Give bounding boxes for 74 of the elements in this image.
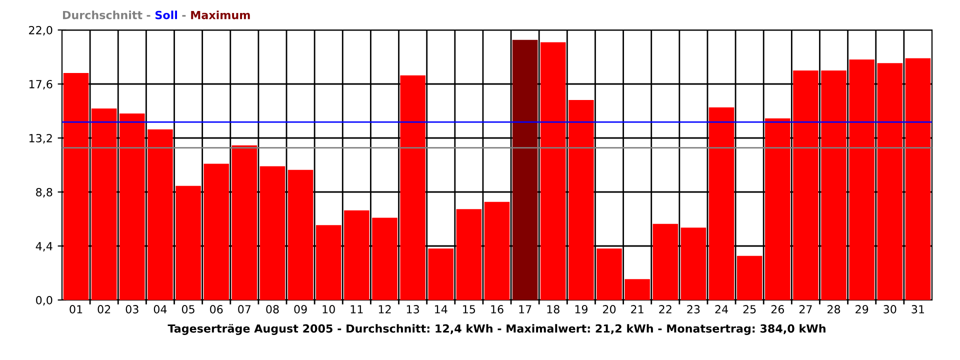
x-tick-label: 07 bbox=[238, 305, 251, 314]
text: Maximum bbox=[191, 10, 250, 20]
x-tick-label: 24 bbox=[715, 305, 728, 314]
bar bbox=[63, 72, 89, 300]
bar bbox=[680, 228, 706, 300]
y-tick-label: 22,0 bbox=[29, 26, 52, 36]
bar bbox=[765, 118, 790, 300]
x-tick-label: 18 bbox=[547, 305, 560, 314]
x-tick-label: 17 bbox=[519, 305, 532, 314]
bar bbox=[204, 164, 229, 300]
bar bbox=[736, 256, 762, 300]
x-tick-label: 06 bbox=[210, 305, 223, 314]
bar bbox=[148, 129, 173, 300]
x-tick-label: 04 bbox=[154, 305, 167, 314]
x-tick-label: 02 bbox=[98, 305, 110, 314]
x-tick-label: 21 bbox=[631, 305, 644, 314]
bar bbox=[568, 100, 594, 300]
bar bbox=[428, 248, 454, 300]
x-tick-label: 11 bbox=[350, 305, 363, 314]
x-tick-label: 20 bbox=[603, 305, 616, 314]
x-tick-label: 14 bbox=[435, 305, 448, 314]
text: - bbox=[182, 15, 186, 17]
bar bbox=[512, 40, 538, 300]
x-tick-label: 08 bbox=[266, 305, 279, 314]
y-tick-label: 4,4 bbox=[36, 242, 52, 252]
x-tick-label: 05 bbox=[182, 305, 194, 314]
bar bbox=[120, 113, 145, 300]
bar bbox=[400, 75, 426, 300]
x-tick-label: 25 bbox=[743, 305, 756, 314]
bar bbox=[484, 202, 510, 300]
x-tick-label: 23 bbox=[687, 305, 700, 314]
x-tick-label: 03 bbox=[126, 305, 138, 314]
x-tick-label: 22 bbox=[659, 305, 672, 314]
bar bbox=[652, 224, 678, 300]
x-tick-label: 12 bbox=[378, 305, 391, 314]
x-axis-title: Tageserträge August 2005 - Durchschnitt: 12,4 kWh - Maximalwert: 21,2 kWh - Monatsertrag: 384,0 kWh bbox=[168, 324, 826, 335]
text: - bbox=[146, 15, 150, 17]
bar bbox=[708, 107, 734, 300]
x-tick-label: 27 bbox=[799, 305, 812, 314]
x-tick-label: 15 bbox=[463, 305, 476, 314]
bar bbox=[316, 225, 342, 300]
bar bbox=[372, 218, 398, 300]
bar bbox=[260, 166, 286, 300]
x-tick-label: 10 bbox=[322, 305, 335, 314]
bar bbox=[624, 279, 650, 300]
bar bbox=[232, 145, 258, 300]
x-tick-label: 16 bbox=[491, 305, 504, 314]
bar bbox=[877, 63, 903, 300]
x-tick-label: 30 bbox=[884, 305, 896, 314]
bar bbox=[596, 248, 622, 300]
bar bbox=[540, 42, 566, 300]
bar bbox=[344, 210, 370, 300]
bar bbox=[793, 70, 818, 300]
ref-line-label: Soll bbox=[155, 10, 177, 20]
y-tick-label: 17,6 bbox=[29, 80, 52, 90]
bar bbox=[821, 70, 846, 300]
y-tick-label: 8,8 bbox=[36, 188, 52, 198]
x-tick-label: 09 bbox=[294, 305, 307, 314]
ref-line-label: Durchschnitt bbox=[63, 10, 142, 20]
x-tick-label: 19 bbox=[575, 305, 588, 314]
y-tick-label: 13,2 bbox=[29, 134, 52, 144]
x-tick-label: 26 bbox=[771, 305, 784, 314]
bar bbox=[849, 59, 874, 300]
bar bbox=[288, 170, 314, 300]
x-tick-label: 29 bbox=[856, 305, 868, 314]
y-tick-label: 0,0 bbox=[36, 296, 52, 306]
bar bbox=[176, 186, 201, 300]
bar bbox=[905, 58, 931, 300]
x-tick-label: 13 bbox=[406, 305, 419, 314]
x-tick-label: 28 bbox=[828, 305, 840, 314]
x-tick-label: 01 bbox=[70, 305, 82, 314]
x-tick-label: 31 bbox=[912, 305, 924, 314]
bar bbox=[91, 108, 117, 300]
bar bbox=[456, 209, 482, 300]
